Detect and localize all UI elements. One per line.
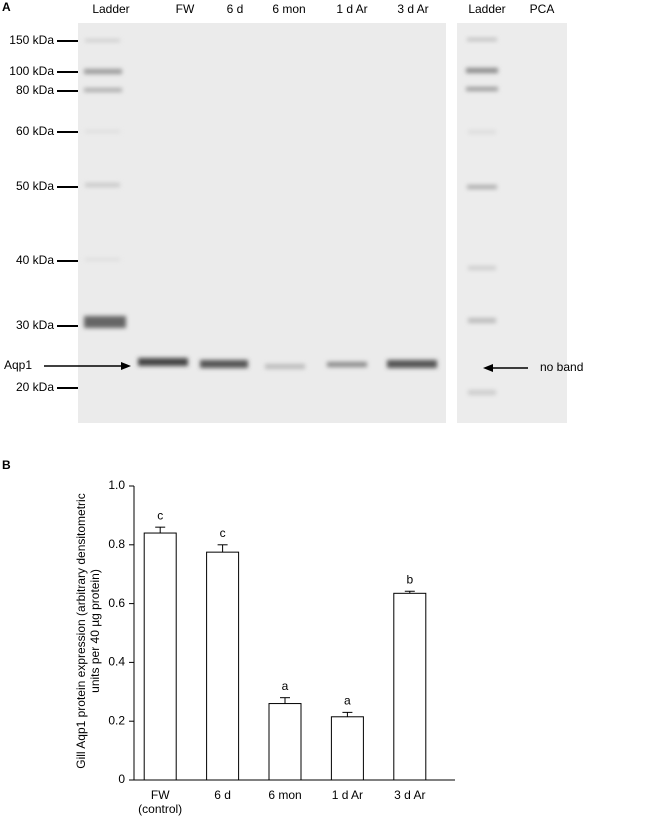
no-band-label: no band — [540, 360, 583, 374]
aqp1-band — [327, 362, 367, 367]
y-tick-label: 1.0 — [108, 478, 125, 492]
lane-label: Ladder — [468, 2, 505, 16]
y-tick-label: 0.8 — [108, 537, 125, 551]
blot — [78, 23, 446, 423]
lane-label: 1 d Ar — [336, 2, 367, 16]
bar — [393, 592, 427, 781]
lane-label: Ladder — [92, 2, 129, 16]
ladder-band — [85, 39, 120, 42]
lane-label: PCA — [530, 2, 555, 16]
ladder-band — [468, 266, 496, 270]
x-tick-label: FW (control) — [138, 788, 183, 816]
ladder-band — [85, 183, 120, 187]
marker-label: 150 kDa — [9, 33, 54, 47]
x-tick-label: 6 mon — [268, 788, 302, 802]
lane-label: 6 mon — [272, 2, 305, 16]
y-axis-label: Gill Aqp1 protein expression (arbitrary … — [74, 493, 102, 769]
y-tick-label: 0.6 — [108, 596, 125, 610]
y-tick-label: 0.4 — [108, 655, 125, 669]
panel-label: B — [2, 458, 11, 472]
significance-letter: c — [220, 526, 226, 540]
ladder-band — [85, 258, 120, 261]
aqp1-band — [265, 364, 305, 369]
panel-label: A — [2, 0, 11, 14]
lane-label: 6 d — [227, 2, 244, 16]
significance-letter: a — [344, 694, 351, 708]
arrow-head — [121, 362, 131, 370]
band-label: Aqp1 — [4, 358, 32, 372]
ladder-band — [84, 69, 122, 74]
arrow-head — [483, 364, 493, 372]
aqp1-band — [138, 358, 188, 366]
marker-label: 40 kDa — [16, 253, 54, 267]
bar — [268, 703, 302, 781]
marker-label: 50 kDa — [16, 179, 54, 193]
significance-letter: b — [406, 572, 413, 586]
marker-ticks — [57, 40, 78, 389]
x-tick-label: 6 d — [214, 788, 231, 802]
marker-label: 100 kDa — [9, 64, 54, 78]
x-tick-label: 3 d Ar — [394, 788, 426, 802]
ladder-band — [466, 68, 498, 73]
aqp1-band — [387, 360, 437, 368]
y-tick-label: 0 — [118, 772, 125, 786]
marker-label: 60 kDa — [16, 124, 54, 138]
x-tick-label: 1 d Ar — [331, 788, 364, 802]
bands — [84, 38, 498, 395]
bar — [143, 532, 177, 781]
lane-label: FW — [176, 2, 195, 16]
ladder-band — [85, 130, 120, 133]
marker-label: 30 kDa — [16, 318, 54, 332]
bar — [330, 716, 364, 781]
marker-label: 20 kDa — [16, 380, 54, 394]
ladder-band — [84, 88, 122, 92]
significance-letter: c — [157, 508, 163, 522]
ladder-band — [468, 318, 496, 323]
bar — [206, 551, 240, 781]
ladder-band — [467, 38, 497, 41]
ladder-band — [84, 316, 126, 328]
lane-label: 3 d Ar — [397, 2, 428, 16]
ladder-band — [468, 130, 496, 134]
y-tick-label: 0.2 — [108, 713, 125, 727]
significance-letter: a — [282, 679, 289, 693]
aqp1-band — [200, 360, 248, 368]
marker-label: 80 kDa — [16, 83, 54, 97]
ladder-band — [467, 185, 497, 189]
ladder-band — [468, 390, 496, 395]
ladder-band — [466, 87, 498, 91]
